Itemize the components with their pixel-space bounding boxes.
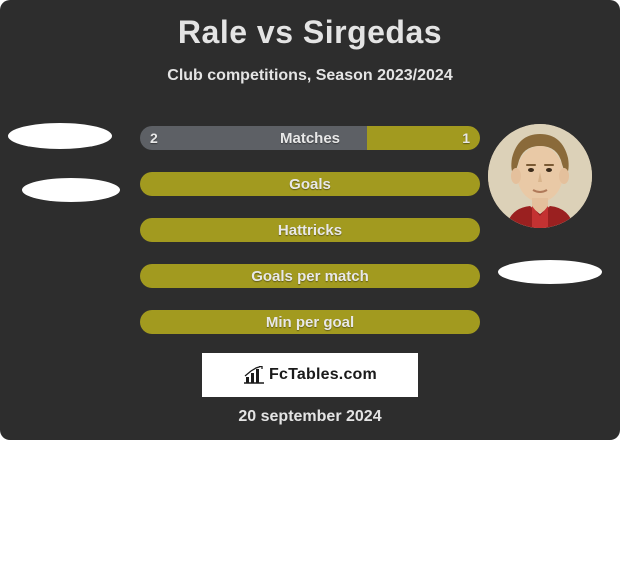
stat-bar: Goals per match: [140, 264, 480, 288]
canvas: Rale vs Sirgedas Club competitions, Seas…: [0, 0, 620, 580]
left-player-oval: [8, 123, 112, 149]
right-player-oval: [498, 260, 602, 284]
fctables-logo[interactable]: FcTables.com: [202, 353, 418, 397]
bar-label: Matches: [140, 126, 480, 150]
stat-bar: Hattricks: [140, 218, 480, 242]
bar-left-value: 2: [150, 126, 158, 150]
subtitle: Club competitions, Season 2023/2024: [0, 67, 620, 85]
stat-bar: Matches2 1: [140, 126, 480, 150]
left-player-oval: [22, 178, 120, 202]
logo-text: FcTables.com: [269, 366, 377, 384]
stats-card: Rale vs Sirgedas Club competitions, Seas…: [0, 0, 620, 440]
bar-label: Hattricks: [140, 218, 480, 242]
chart-icon: [243, 366, 265, 384]
stat-bar: Min per goal: [140, 310, 480, 334]
page-title: Rale vs Sirgedas: [0, 0, 620, 51]
bar-label: Goals: [140, 172, 480, 196]
bar-label: Min per goal: [140, 310, 480, 334]
bar-right-value: 1: [462, 126, 470, 150]
stat-bar: Goals: [140, 172, 480, 196]
bar-label: Goals per match: [140, 264, 480, 288]
date-label: 20 september 2024: [0, 408, 620, 426]
comparison-bars: Matches2 1 Goals Hattricks Goals per match Mi…: [140, 126, 480, 356]
right-player-avatar: [488, 124, 592, 228]
